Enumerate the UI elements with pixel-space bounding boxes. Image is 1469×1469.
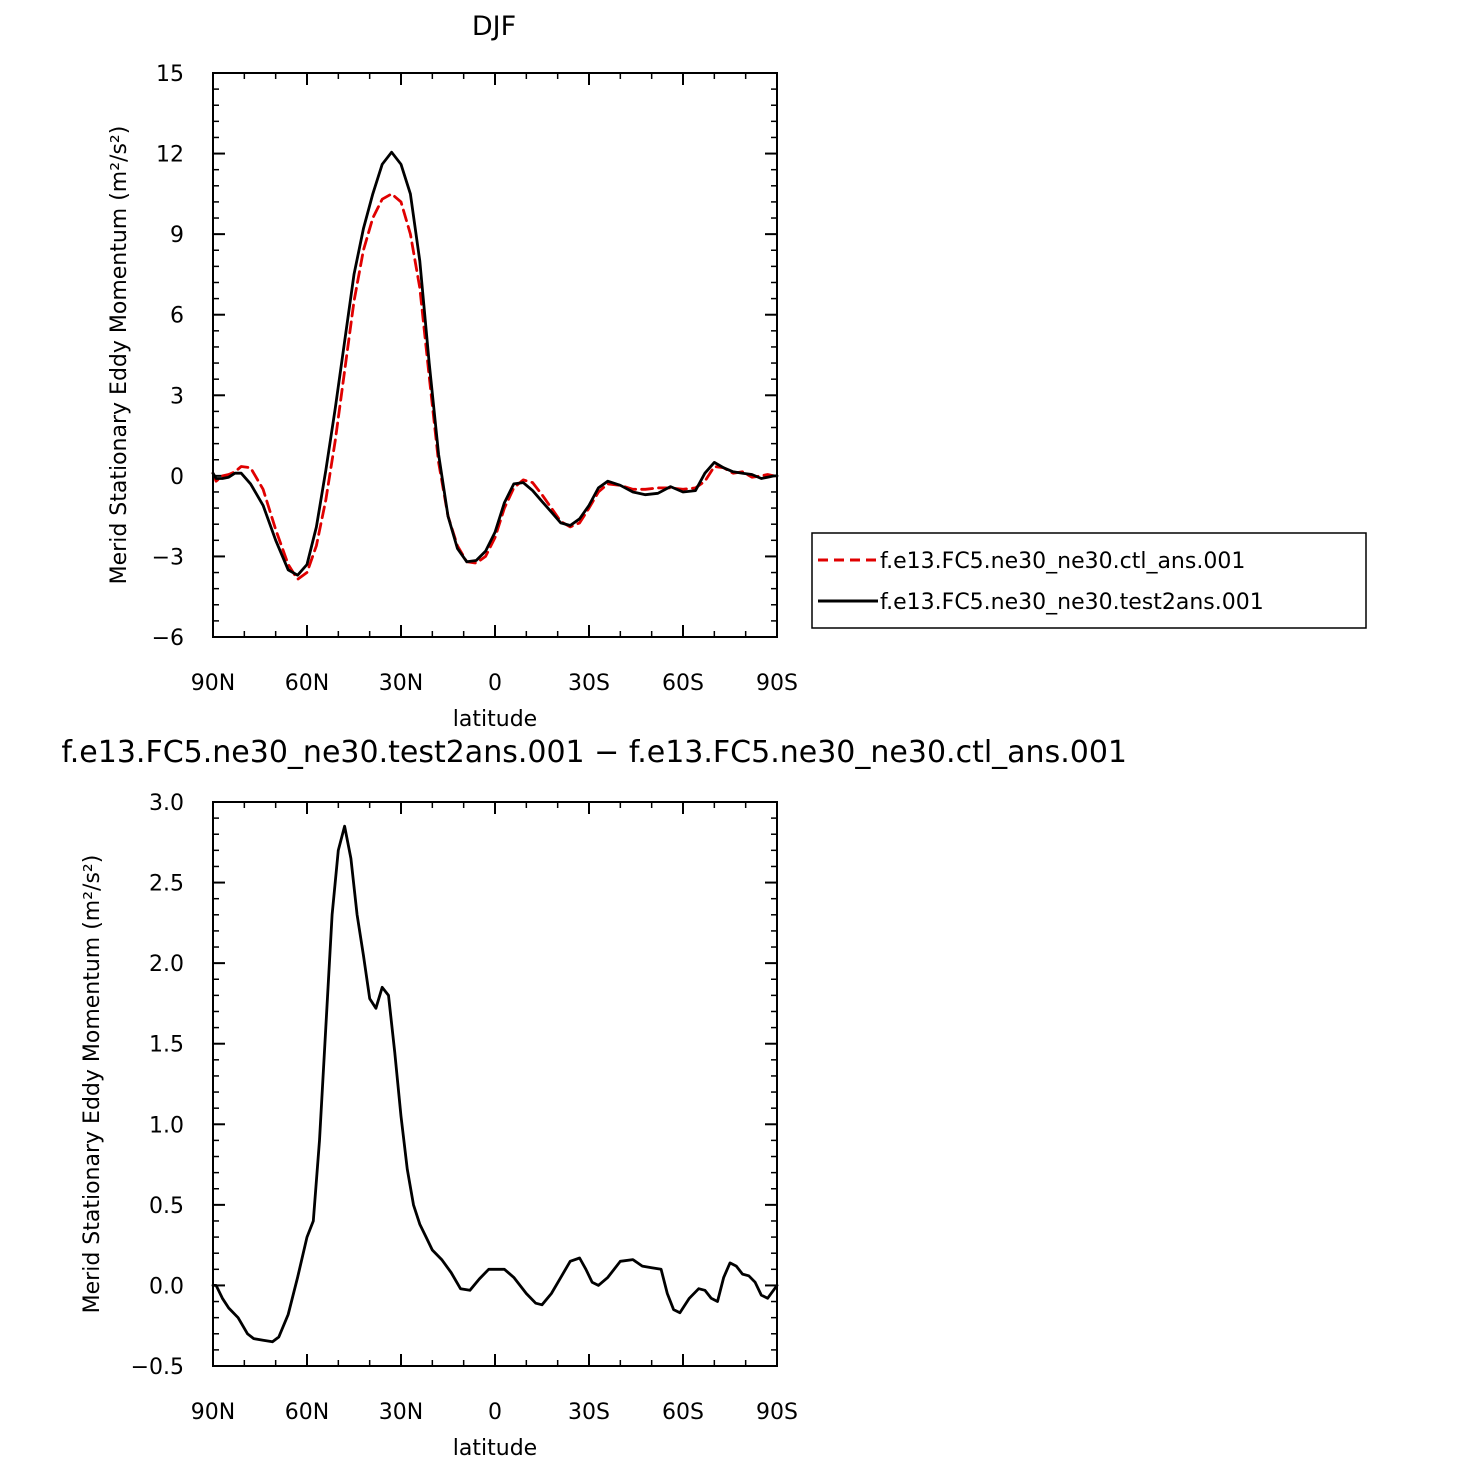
top-x-tick-label: 90S	[756, 671, 798, 696]
top-y-tick-label: 9	[170, 223, 184, 248]
top-series-line-1	[211, 192, 779, 581]
top-x-tick-labels: 90N 60N 30N 0 30S 60S 90S	[191, 671, 798, 696]
bottom-y-axis-label: Merid Stationary Eddy Momentum (m²/s²)	[80, 855, 105, 1314]
top-y-tick-label: 6	[170, 304, 184, 329]
bottom-y-tick-label: 1.5	[149, 1033, 184, 1058]
bottom-x-axis-label: latitude	[453, 1436, 537, 1461]
top-y-tick-label: −6	[152, 626, 184, 651]
top-x-tick-label: 0	[488, 671, 502, 696]
bottom-y-tick-label: 2.0	[149, 952, 184, 977]
bottom-x-tick-label: 60N	[285, 1400, 329, 1425]
top-x-tick-label: 30N	[379, 671, 423, 696]
bottom-x-tick-label: 30S	[568, 1400, 610, 1425]
bottom-plot-frame	[212, 801, 778, 1367]
bottom-y-tick-label: 2.5	[149, 872, 184, 897]
top-x-tick-label: 60S	[662, 671, 704, 696]
legend-label-ctl: f.e13.FC5.ne30_ne30.ctl_ans.001	[880, 549, 1245, 574]
top-y-tick-label: 12	[156, 143, 184, 168]
top-y-tick-label: 3	[170, 384, 184, 409]
bottom-tick-marks	[212, 801, 778, 1367]
top-y-tick-label: 15	[156, 62, 184, 87]
top-tick-marks	[212, 72, 778, 638]
legend: f.e13.FC5.ne30_ne30.ctl_ans.001 f.e13.FC…	[811, 532, 1367, 629]
bottom-chart-title: f.e13.FC5.ne30_ne30.test2ans.001 − f.e13…	[61, 735, 1127, 770]
bottom-y-tick-label: 0.5	[149, 1194, 184, 1219]
top-x-axis-label: latitude	[453, 707, 537, 732]
legend-box	[811, 532, 1367, 629]
top-y-axis-label: Merid Stationary Eddy Momentum (m²/s²)	[107, 126, 132, 585]
bottom-y-tick-label: 0.0	[149, 1274, 184, 1299]
legend-label-test2: f.e13.FC5.ne30_ne30.test2ans.001	[880, 590, 1264, 615]
bottom-x-tick-labels: 90N 60N 30N 0 30S 60S 90S	[191, 1400, 798, 1425]
bottom-x-tick-label: 0	[488, 1400, 502, 1425]
top-panel: DJF 90N 60N 30N 0 30S 60S 90S −6 −3 0 3 6 9 12 15 lat…	[107, 11, 798, 732]
bottom-panel: f.e13.FC5.ne30_ne30.test2ans.001 − f.e13…	[61, 735, 1127, 1461]
top-x-tick-label: 30S	[568, 671, 610, 696]
bottom-x-tick-label: 60S	[662, 1400, 704, 1425]
bottom-y-tick-label: 1.0	[149, 1113, 184, 1138]
bottom-x-tick-label: 30N	[379, 1400, 423, 1425]
bottom-y-tick-label: −0.5	[131, 1355, 184, 1380]
top-x-tick-label: 60N	[285, 671, 329, 696]
bottom-series-lines	[211, 824, 779, 1344]
bottom-y-tick-labels: −0.5 0.0 0.5 1.0 1.5 2.0 2.5 3.0	[131, 791, 184, 1380]
bottom-y-tick-label: 3.0	[149, 791, 184, 816]
top-x-tick-label: 90N	[191, 671, 235, 696]
top-chart-title: DJF	[472, 11, 516, 42]
top-series-lines	[211, 150, 779, 581]
top-y-tick-labels: −6 −3 0 3 6 9 12 15	[152, 62, 184, 651]
bottom-series-line-1	[211, 824, 779, 1344]
bottom-x-tick-label: 90N	[191, 1400, 235, 1425]
bottom-x-tick-label: 90S	[756, 1400, 798, 1425]
top-series-line-2	[211, 150, 779, 577]
top-y-tick-label: 0	[170, 465, 184, 490]
top-plot-frame	[212, 72, 778, 638]
top-y-tick-label: −3	[152, 545, 184, 570]
